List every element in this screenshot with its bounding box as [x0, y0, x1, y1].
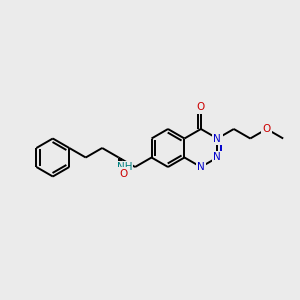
Text: NH: NH: [117, 162, 132, 172]
Text: N: N: [197, 162, 205, 172]
Text: O: O: [119, 169, 128, 178]
Text: N: N: [214, 134, 221, 143]
Text: O: O: [197, 102, 205, 112]
Text: O: O: [262, 124, 271, 134]
Text: N: N: [214, 152, 221, 163]
